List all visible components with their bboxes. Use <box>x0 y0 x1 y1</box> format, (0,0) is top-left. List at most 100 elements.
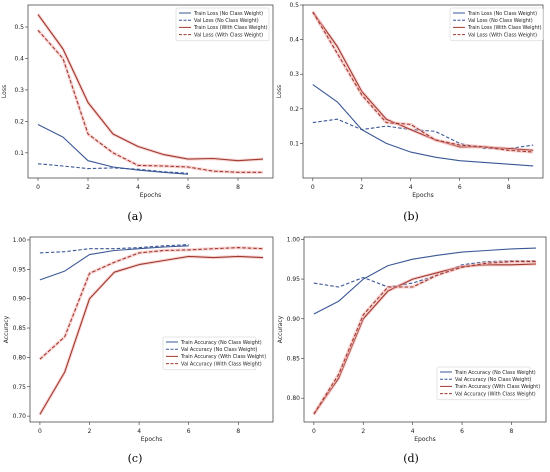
panel-b-ytick-label: 0.2 <box>289 106 299 113</box>
panel-c-chart: 0 2 4 6 8 0.70 0.75 0.80 0.85 0.90 0.95 1.00 Epochs A… <box>3 236 274 443</box>
panel-c-series-line-1 <box>39 244 189 254</box>
panel-c-ytick-label: 0.95 <box>13 266 27 273</box>
panel-d-series-line-3 <box>313 261 537 415</box>
panel-label-a: (a) <box>127 210 143 223</box>
panel-c-xtick-label: 8 <box>236 428 240 435</box>
panel-c-legend-label: Val Accuracy (No Class Weight) <box>181 347 257 353</box>
panel-b-series-line-0 <box>312 84 534 167</box>
panel-c-legend-label: Train Accuracy (No Class Weight) <box>180 340 262 346</box>
panel-b-series-line-3 <box>312 11 534 153</box>
panel-c-series-halo <box>38 254 264 416</box>
panel-b-ylabel: Loss <box>276 85 283 98</box>
panel-b-ytick-label: 0.1 <box>289 140 299 147</box>
panel-c-series-line-0 <box>39 245 189 281</box>
panel-a-xtick-label: 2 <box>86 184 90 191</box>
panel-a-legend-label: Val Loss (No Class Weight) <box>194 18 259 24</box>
panel-b-legend-box <box>449 7 544 42</box>
panel-d-xtick-label: 6 <box>460 428 464 435</box>
panel-a-series-line-0 <box>37 124 189 175</box>
panel-a-xlabel: Epochs <box>140 192 162 199</box>
panel-c-ytick-label: 0.90 <box>13 296 27 303</box>
panel-b-legend-label: Train Loss (With Class Weight) <box>467 25 542 31</box>
panel-d-legend-label: Train Accuracy (With Class Weight) <box>454 384 540 390</box>
panel-c-ylabel: Accuracy <box>3 315 10 343</box>
panel-a-ylabel: Loss <box>1 85 8 98</box>
panel-a-ytick-label: 0.2 <box>14 118 24 125</box>
panel-label-d: (d) <box>403 452 419 465</box>
panel-d-legend-box <box>436 366 531 401</box>
panel-c-ytick-label: 1.00 <box>13 237 27 244</box>
panel-b-xtick-label: 8 <box>507 184 511 191</box>
panel-d-ytick-label: 0.85 <box>287 355 301 362</box>
panel-c-xtick-label: 4 <box>137 428 141 435</box>
panel-c-series-line-2 <box>39 255 264 415</box>
panel-b-xtick-label: 0 <box>311 184 315 191</box>
panel-d-chart: 0 2 4 6 8 0.80 0.85 0.90 0.95 1.00 Epochs Accuracy T… <box>277 236 547 443</box>
panel-d-legend: Train Accuracy (No Class Weight)Val Accu… <box>436 366 540 401</box>
panel-label-b: (b) <box>403 210 419 223</box>
panel-d-ytick-label: 0.95 <box>287 276 301 283</box>
panel-c-axes-frame <box>29 236 274 423</box>
panel-c-xtick-label: 2 <box>88 428 92 435</box>
panel-b-xlabel: Epochs <box>412 192 434 199</box>
panel-b-ytick-label: 0.3 <box>289 71 299 78</box>
panel-a-axes-frame <box>27 4 274 179</box>
panel-a-legend-box <box>175 7 270 42</box>
panel-b-axes-frame <box>302 4 544 179</box>
panel-b-legend-label: Val Loss (No Class Weight) <box>468 18 533 24</box>
panel-d-xlabel: Epochs <box>414 436 436 443</box>
panel-d-ylabel: Accuracy <box>277 315 284 343</box>
panel-b-chart: 0 2 4 6 8 0.1 0.2 0.3 0.4 0.5 Epochs Loss Train Loss… <box>276 2 544 199</box>
panel-c-ytick-label: 0.80 <box>13 354 27 361</box>
panel-c-legend-label: Train Accuracy (With Class Weight) <box>180 354 266 360</box>
panel-d-legend-label: Train Accuracy (No Class Weight) <box>454 370 536 376</box>
panel-d-xtick-label: 8 <box>510 428 514 435</box>
panel-c-ytick-label: 0.75 <box>13 384 27 391</box>
panel-d-series-line-0 <box>313 247 537 315</box>
panel-d-ytick-label: 1.00 <box>287 236 301 243</box>
panel-d-xtick-label: 2 <box>361 428 365 435</box>
panel-d-axes-frame <box>303 236 547 423</box>
panel-a-ytick-label: 0.1 <box>14 150 24 157</box>
panel-b-xtick-label: 6 <box>458 184 462 191</box>
panel-d-legend-label: Val Accuracy (No Class Weight) <box>455 377 531 383</box>
panel-c-ytick-label: 0.85 <box>13 325 27 332</box>
panel-c-legend-box <box>162 336 257 371</box>
panel-a-legend-label: Train Loss (With Class Weight) <box>193 25 268 31</box>
panel-c-xtick-label: 6 <box>187 428 191 435</box>
panel-a-series-line-2 <box>37 14 264 162</box>
panel-a-xtick-label: 4 <box>136 184 140 191</box>
panel-d-legend-label: Val Accuracy (With Class Weight) <box>455 391 536 397</box>
panel-a-legend-label: Train Loss (No Class Weight) <box>193 11 263 17</box>
panel-a-xtick-label: 0 <box>36 184 40 191</box>
panel-b-ytick-label: 0.5 <box>289 2 299 9</box>
panel-a-ytick-label: 0.5 <box>14 24 24 31</box>
panel-a-legend-label: Val Loss (With Class Weight) <box>194 32 263 38</box>
panel-a-chart: 0 2 4 6 8 0.1 0.2 0.3 0.4 0.5 Epochs Loss Train Loss… <box>1 4 274 199</box>
panel-b-legend-label: Val Loss (With Class Weight) <box>468 32 537 38</box>
panel-b-legend-label: Train Loss (No Class Weight) <box>467 11 537 17</box>
panel-c-ytick-label: 0.70 <box>13 413 27 420</box>
panel-a-legend: Train Loss (No Class Weight)Val Loss (No… <box>175 7 270 42</box>
panel-label-c: (c) <box>127 452 143 465</box>
panel-c-xlabel: Epochs <box>141 436 163 443</box>
panel-a-series-line-3 <box>37 29 263 173</box>
panel-b-ytick-label: 0.4 <box>289 37 299 44</box>
panel-a-xtick-label: 6 <box>186 184 190 191</box>
panel-c-series-line-3 <box>39 247 264 360</box>
panel-a-series-line-1 <box>37 163 189 174</box>
panel-a-ytick-label: 0.3 <box>14 87 24 94</box>
panel-b-xtick-label: 2 <box>360 184 364 191</box>
panel-c-legend: Train Accuracy (No Class Weight)Val Accu… <box>162 336 266 371</box>
panel-d-ytick-label: 0.80 <box>287 395 301 402</box>
panel-c-xtick-label: 0 <box>38 428 42 435</box>
panel-d-xtick-label: 4 <box>411 428 415 435</box>
panel-a-ytick-label: 0.4 <box>14 55 24 62</box>
panel-d-ytick-label: 0.90 <box>287 316 301 323</box>
panel-c-legend-label: Val Accuracy (With Class Weight) <box>181 361 262 367</box>
panel-d-xtick-label: 0 <box>312 428 316 435</box>
panel-b-legend: Train Loss (No Class Weight)Val Loss (No… <box>449 7 544 42</box>
panel-b-xtick-label: 4 <box>409 184 413 191</box>
panel-a-xtick-label: 8 <box>236 184 240 191</box>
